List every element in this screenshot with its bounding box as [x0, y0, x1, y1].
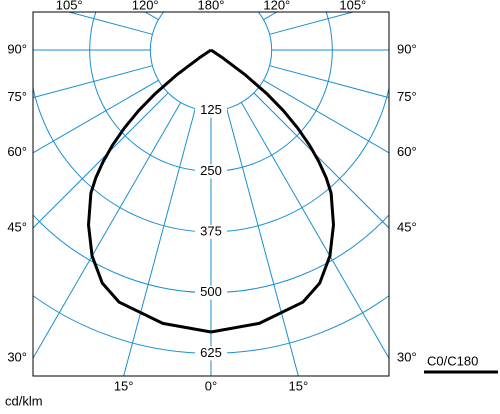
label-bg [195, 346, 227, 361]
unit-label: cd/klm [5, 393, 43, 408]
angle-label: 45° [7, 219, 27, 234]
radial-line [263, 79, 389, 154]
radial-line [226, 108, 299, 376]
intensity-curve [210, 48, 335, 334]
angle-label: 180° [198, 0, 225, 12]
angle-label: 30° [397, 350, 417, 365]
radial-line [269, 65, 389, 99]
angle-label: 30° [7, 350, 27, 365]
label-bg [195, 285, 227, 300]
radial-line [263, 12, 278, 21]
radial-line [144, 12, 159, 21]
grid-circle [149, 12, 273, 112]
radial-line [240, 102, 389, 359]
curves [87, 48, 335, 334]
angle-label: 60° [7, 144, 27, 159]
angle-label: 15° [114, 378, 134, 393]
angle-label: 0° [205, 378, 217, 393]
r-tick-label: 125 [200, 102, 222, 117]
radial-line [249, 12, 250, 13]
r-tick-label: 250 [200, 163, 222, 178]
label-bg [195, 164, 227, 179]
grid-circle [33, 294, 389, 354]
radial-line [172, 12, 173, 13]
r-tick-label: 625 [200, 345, 222, 360]
angle-label: 120° [263, 0, 290, 12]
angle-label: 15° [289, 378, 309, 393]
radial-line [69, 12, 153, 35]
radial-line [33, 79, 159, 154]
angle-label: 60° [397, 144, 417, 159]
angle-label: 105° [56, 0, 83, 12]
angle-label: 105° [339, 0, 366, 12]
r-tick-label: 500 [200, 284, 222, 299]
radial-line [33, 102, 182, 359]
grid-circle [33, 214, 389, 294]
angle-label: 120° [132, 0, 159, 12]
label-bg [195, 225, 227, 239]
radial-line [33, 92, 169, 229]
r-tick-label: 375 [200, 223, 222, 238]
angle-label: 75° [7, 89, 27, 104]
radial-line [33, 65, 153, 99]
plot-frame [32, 11, 390, 377]
label-bg [195, 103, 227, 118]
grid [33, 12, 389, 376]
labels: 0° 15° 15° 30° 30° 45° 45° 60° 60° 75° 75° 90° 90° 10… [7, 0, 416, 393]
intensity-curve [87, 48, 212, 334]
angle-label: 45° [397, 219, 417, 234]
legend-label: C0/C180 [427, 353, 478, 368]
radial-line [232, 12, 234, 13]
angle-label: 90° [397, 41, 417, 56]
radial-line [253, 92, 389, 229]
angle-label: 90° [7, 41, 27, 56]
angle-label: 75° [397, 89, 417, 104]
radial-line [123, 108, 196, 376]
radial-line [269, 12, 353, 35]
radial-line [188, 12, 190, 13]
